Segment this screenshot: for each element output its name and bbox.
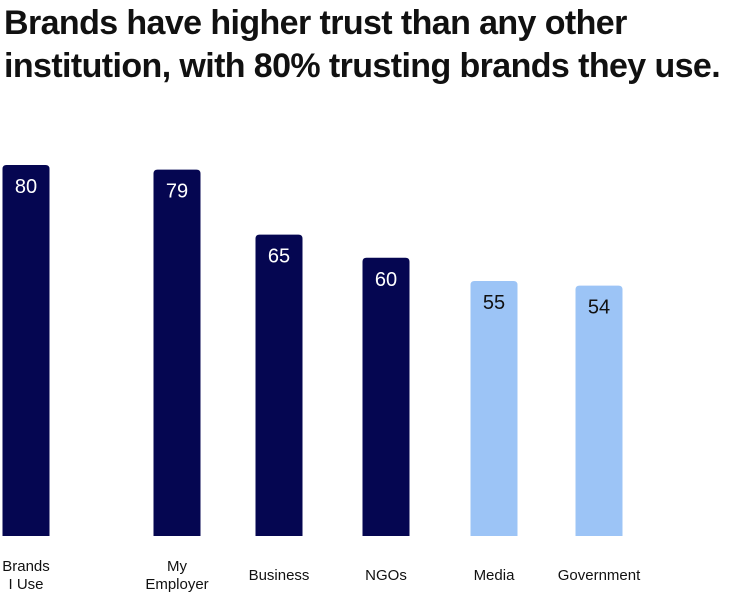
category-label-line: Government [558,567,641,584]
category-label-2: Business [249,567,310,584]
category-label-3: NGOs [365,567,407,584]
bar-0 [2,165,50,536]
category-label-line: Business [249,567,310,584]
category-label-line: I Use [8,576,43,593]
category-label-1: My Employer [145,558,208,593]
bar-value-label-5: 54 [588,297,610,319]
value-labels-group: 80 79 65 60 55 54 [15,176,610,319]
bar-value-label-3: 60 [375,269,397,291]
category-label-line: Employer [145,576,208,593]
bar-value-label-4: 55 [483,292,505,314]
bar-2 [255,234,303,536]
bar-value-label-0: 80 [15,176,37,198]
category-label-4: Media [474,567,516,584]
bar-value-label-1: 79 [166,181,188,203]
chart-title: Brands have higher trust than any other … [4,4,721,85]
category-label-line: Media [474,567,516,584]
category-label-5: Government [558,567,641,584]
category-label-line: NGOs [365,567,407,584]
bar-3 [362,257,410,536]
bar-1 [153,169,201,536]
bar-value-label-2: 65 [268,246,290,268]
bar-4 [470,280,518,536]
bar-5 [575,285,623,536]
category-label-line: Brands [2,558,50,575]
bars-group [2,165,623,536]
category-labels-group: Brands I Use My Employer Business NGOs Media Go… [2,558,641,593]
category-label-line: My [167,558,187,575]
category-label-0: Brands I Use [2,558,50,593]
